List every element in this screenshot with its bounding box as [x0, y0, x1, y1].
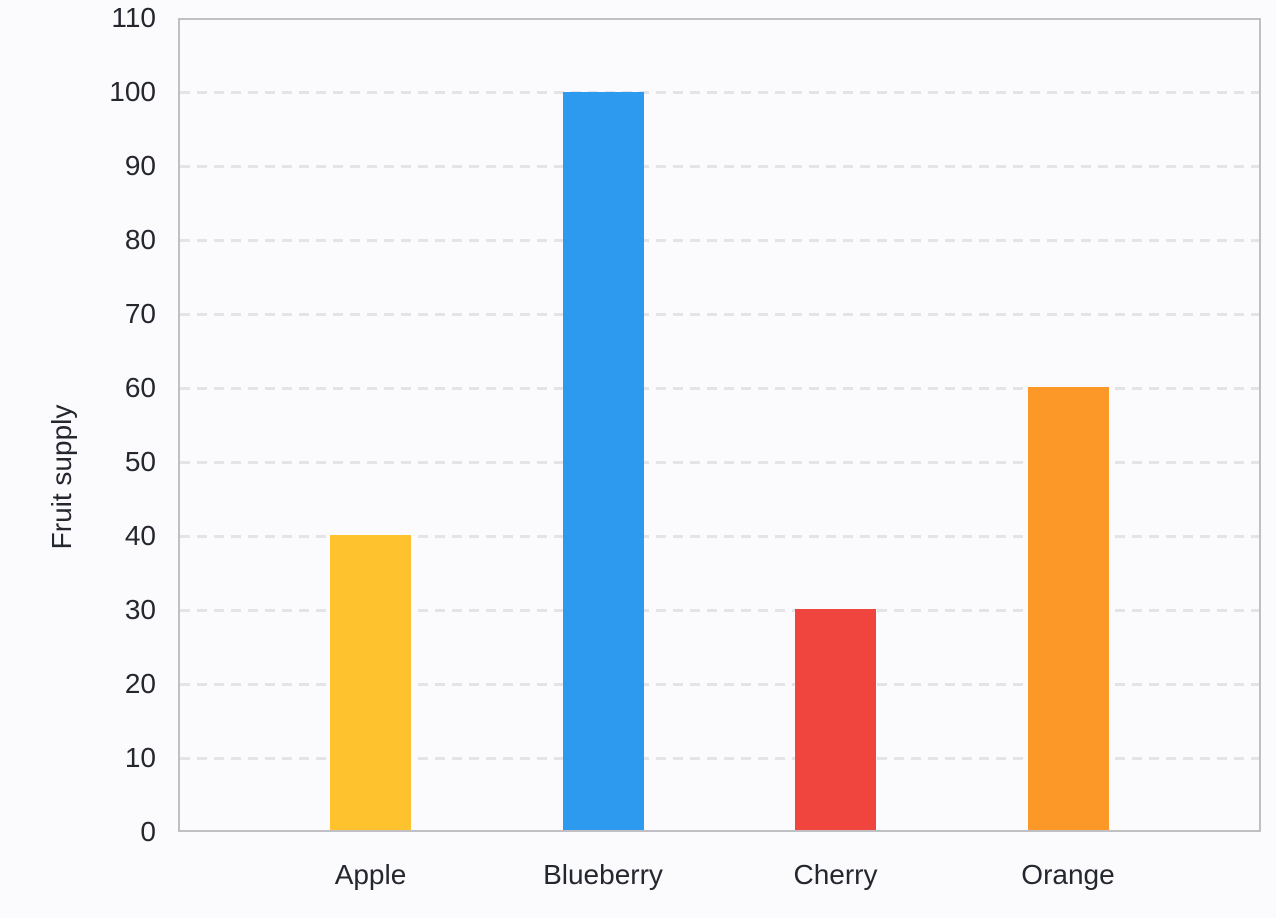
gridline-100	[180, 91, 1259, 94]
gridline-10	[180, 757, 1259, 760]
bars	[180, 20, 1259, 830]
gridline-60	[180, 387, 1259, 390]
gridline-80	[180, 239, 1259, 242]
y-tick-label: 0	[140, 816, 156, 847]
bar-apple	[330, 535, 411, 830]
gridline-50	[180, 461, 1259, 464]
gridline-20	[180, 683, 1259, 686]
x-tick-label-orange: Orange	[1021, 859, 1115, 890]
bar-orange	[1027, 387, 1109, 830]
y-tick-label: 10	[124, 742, 156, 773]
y-tick-label: 30	[124, 594, 156, 625]
bar-cherry	[795, 609, 876, 830]
y-tick-label: 20	[124, 668, 156, 699]
x-tick-label-blueberry: Blueberry	[543, 859, 663, 890]
y-tick-label: 70	[124, 298, 156, 329]
gridline-40	[180, 535, 1259, 538]
gridline-70	[180, 313, 1259, 316]
bar-blueberry	[562, 92, 644, 830]
y-tick-label: 40	[124, 520, 156, 551]
x-tick-label-apple: Apple	[334, 859, 407, 890]
gridlines	[180, 20, 1259, 830]
y-tick-label: 60	[124, 372, 156, 403]
y-tick-label: 90	[124, 150, 156, 181]
plot-area	[178, 18, 1261, 832]
x-tick-label-cherry: Cherry	[793, 859, 878, 890]
y-tick-label: 80	[124, 224, 156, 255]
gridline-30	[180, 609, 1259, 612]
gridline-90	[180, 165, 1259, 168]
y-tick-label: 100	[109, 76, 156, 107]
y-tick-label: 110	[111, 2, 156, 33]
y-tick-label: 50	[124, 446, 156, 477]
